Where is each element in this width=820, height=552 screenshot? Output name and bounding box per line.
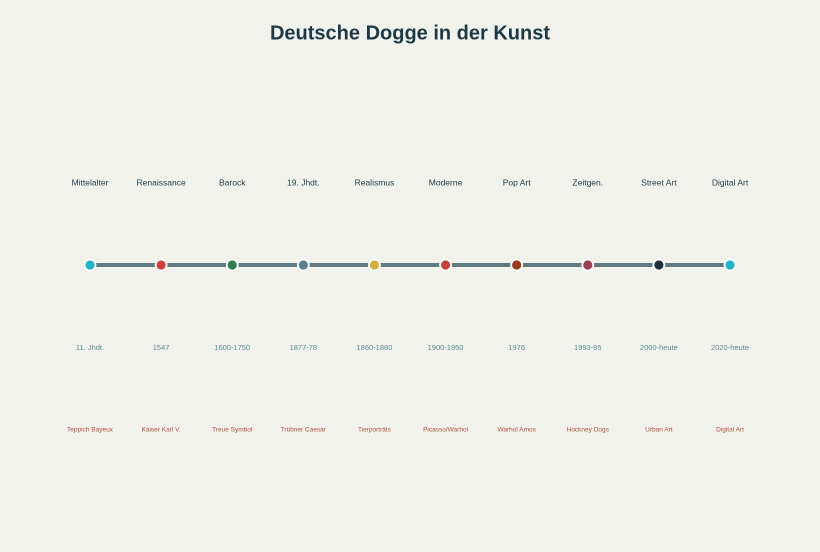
event-node bbox=[510, 258, 524, 272]
event-work: Hockney Dogs bbox=[567, 427, 610, 434]
event-label: Zeitgen. bbox=[572, 177, 603, 187]
event-date: 11. Jhdt. bbox=[76, 343, 104, 352]
event-label: Renaissance bbox=[137, 177, 186, 187]
event-date: 1547 bbox=[153, 343, 170, 352]
event-label: Pop Art bbox=[503, 177, 532, 187]
event-work: Treue Symbol bbox=[212, 427, 253, 434]
event-label: 19. Jhdt. bbox=[287, 177, 320, 187]
event-work: Picasso/Warhol bbox=[423, 427, 468, 434]
event-node bbox=[723, 258, 737, 272]
event-date: 1900-1950 bbox=[428, 343, 464, 352]
event-node bbox=[652, 258, 666, 272]
event-label: Moderne bbox=[429, 177, 463, 187]
event-date: 1993-95 bbox=[574, 343, 602, 352]
event-date: 1860-1880 bbox=[357, 343, 393, 352]
event-label: Mittelalter bbox=[72, 177, 109, 187]
event-work: Trübner Caesar bbox=[281, 427, 327, 434]
event-date: 2020-heute bbox=[711, 343, 749, 352]
event-node bbox=[83, 258, 97, 272]
event-node bbox=[368, 258, 381, 272]
event-node bbox=[439, 258, 452, 272]
event-node bbox=[296, 258, 310, 272]
event-date: 1976 bbox=[508, 343, 525, 352]
event-date: 1877-78 bbox=[290, 343, 318, 352]
event-work: Urban Art bbox=[645, 427, 673, 434]
event-date: 1600-1750 bbox=[214, 343, 250, 352]
event-node bbox=[154, 258, 168, 272]
event-work: Kaiser Karl V. bbox=[142, 427, 181, 434]
title: Deutsche Dogge in der Kunst bbox=[270, 22, 550, 44]
event-label: Barock bbox=[219, 177, 246, 187]
event-work: Warhol Amos bbox=[497, 427, 536, 434]
event-work: Digital Art bbox=[716, 427, 744, 434]
event-node bbox=[581, 258, 595, 272]
event-date: 2000-heute bbox=[640, 343, 678, 352]
event-work: Teppich Bayeux bbox=[67, 427, 114, 434]
event-label: Realismus bbox=[355, 177, 395, 187]
event-work: Tierporträts bbox=[358, 427, 392, 434]
event-label: Street Art bbox=[641, 177, 677, 187]
event-node bbox=[225, 258, 239, 272]
event-label: Digital Art bbox=[712, 177, 749, 187]
